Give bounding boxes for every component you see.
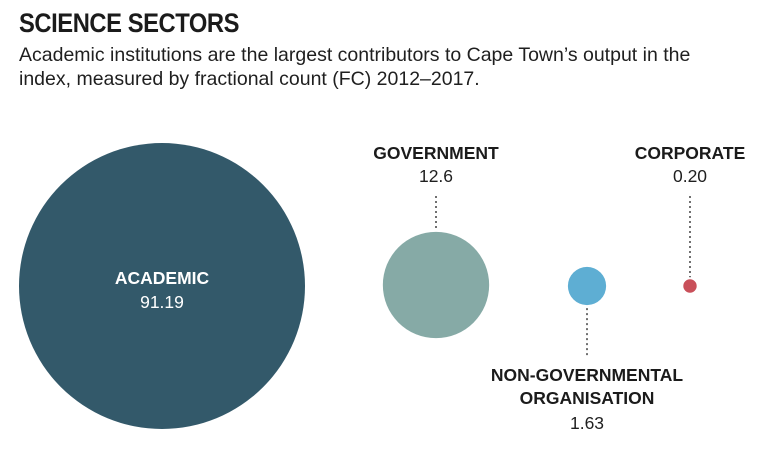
value-academic: 91.19 [140,292,184,312]
bubble-non-governmental-organisation [567,266,607,306]
label-government: GOVERNMENT [373,143,499,163]
value-non-governmental-organisation: 1.63 [570,413,604,433]
label-non-governmental-organisation: NON-GOVERNMENTAL [491,365,683,385]
label-non-governmental-organisation: ORGANISATION [520,388,655,408]
label-academic: ACADEMIC [115,268,210,288]
label-corporate: CORPORATE [635,143,746,163]
bubble-academic [19,143,305,429]
bubble-corporate [683,279,697,293]
value-corporate: 0.20 [673,166,707,186]
chart-subtitle: Academic institutions are the largest co… [19,44,691,90]
value-government: 12.6 [419,166,453,186]
chart-title: SCIENCE SECTORS [19,8,240,38]
bubble-government [382,231,490,339]
